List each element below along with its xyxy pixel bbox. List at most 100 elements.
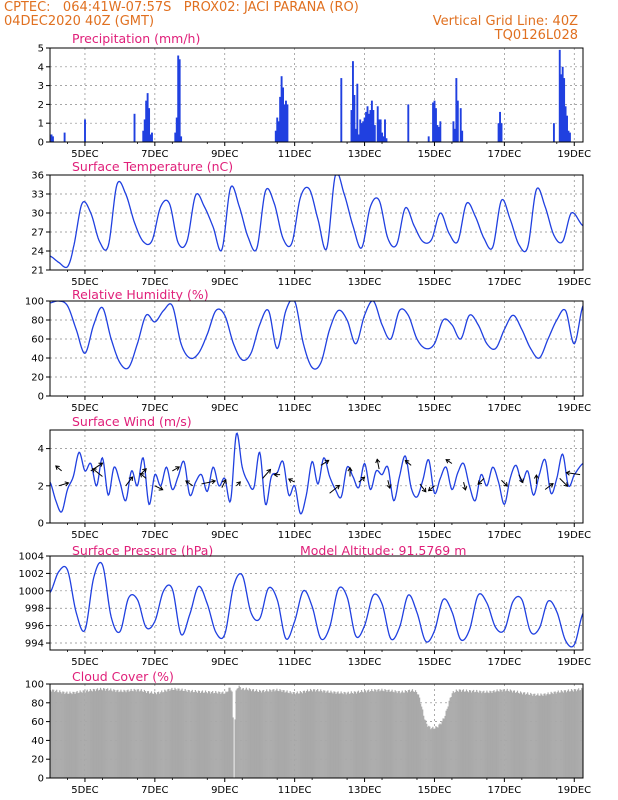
x-tick-label: 9DEC — [211, 277, 238, 288]
cloud-cover-bar — [271, 691, 273, 778]
cloud-cover-bar — [499, 689, 501, 778]
cloud-cover-bar — [55, 690, 57, 778]
cloud-cover-bar — [62, 691, 64, 778]
cloud-cover-bar — [554, 691, 556, 778]
x-tick-label: 17DEC — [487, 277, 521, 288]
cloud-cover-bar — [249, 689, 252, 778]
precipitation-bar — [143, 119, 146, 142]
x-tick-label: 11DEC — [278, 403, 312, 414]
cloud-cover-bar — [568, 691, 571, 778]
cloud-cover-bar — [553, 691, 555, 778]
cloud-cover-bar — [279, 689, 281, 778]
cloud-cover-bar — [532, 695, 534, 778]
cloud-cover-bar — [197, 690, 200, 778]
cloud-cover-bar — [238, 685, 240, 778]
cloud-cover-bar — [283, 690, 285, 778]
cloud-cover-bar — [142, 691, 144, 778]
precipitation-bar — [286, 104, 289, 142]
x-tick-label: 13DEC — [348, 785, 382, 796]
cloud-cover-bar — [500, 689, 502, 778]
cloud-cover-bar — [339, 693, 341, 778]
cloud-cover-bar — [383, 691, 385, 778]
wind-vector — [55, 465, 62, 472]
cloud-cover-bar — [96, 688, 99, 778]
cloud-cover-bar — [152, 693, 155, 778]
cloud-cover-bar — [398, 690, 400, 778]
cloud-cover-bar — [179, 690, 181, 778]
cloud-cover-bar — [205, 692, 208, 778]
cloud-cover-bar — [435, 726, 437, 778]
cloud-cover-bar — [397, 691, 399, 778]
cloud-cover-bar — [443, 718, 445, 778]
cloud-cover-bar — [448, 700, 450, 778]
cloud-cover-bar — [302, 690, 305, 778]
cloud-cover-bar — [148, 693, 151, 778]
cloud-cover-bar — [354, 691, 357, 778]
cloud-cover-bar — [555, 693, 557, 778]
cloud-cover-bar — [61, 693, 63, 778]
header-grid-note: Vertical Grid Line: 40Z — [432, 14, 578, 29]
cloud-cover-bar — [266, 689, 268, 778]
y-tick-label: 1 — [38, 119, 44, 130]
wind-vector-head — [91, 468, 97, 473]
cloud-cover-bar — [221, 692, 223, 778]
cloud-cover-bar — [75, 692, 77, 778]
cloud-cover-bar — [358, 692, 361, 778]
cloud-cover-bar — [577, 689, 579, 778]
precipitation-bar — [497, 123, 500, 142]
cloud-cover-bar — [382, 690, 384, 778]
cloud-cover-bar — [502, 689, 504, 778]
cloud-cover-bar — [315, 691, 317, 778]
cloud-cover-bar — [239, 687, 241, 778]
cloud-cover-bar — [290, 692, 292, 778]
cloud-cover-bar — [438, 724, 440, 778]
wind-vector — [358, 476, 365, 483]
cloud-cover-bar — [564, 690, 566, 778]
cloud-cover-bar — [513, 690, 516, 778]
cloud-cover-bar — [264, 692, 266, 778]
precipitation-bar — [455, 78, 458, 142]
cloud-cover-bar — [101, 690, 104, 778]
cloud-cover-bar — [579, 690, 581, 778]
cloud-cover-bar — [530, 692, 532, 778]
wind-vector-head — [142, 468, 147, 473]
y-tick-label: 1004 — [19, 552, 44, 563]
y-tick-label: 24 — [31, 247, 44, 258]
cloud-cover-bar — [523, 692, 525, 778]
cloud-cover-bar — [408, 689, 411, 778]
y-tick-label: 4 — [38, 444, 44, 455]
cloud-cover-bar — [320, 689, 322, 778]
header-station: CPTEC: 064:41W-07:57S PROX02: JACI PARAN… — [4, 0, 359, 15]
cloud-cover-bar — [287, 692, 289, 778]
cloud-cover-bar — [368, 689, 370, 778]
x-tick-label: 15DEC — [418, 403, 452, 414]
x-tick-label: 11DEC — [278, 785, 312, 796]
wind-vector-head — [421, 487, 427, 493]
wind-vector-head — [519, 478, 524, 484]
cloud-cover-bar — [93, 689, 96, 778]
cloud-cover-bar — [144, 691, 147, 778]
cloud-cover-bar — [491, 692, 493, 778]
wind-vector-head — [565, 470, 571, 476]
cloud-cover-bar — [540, 693, 542, 778]
cloud-cover-bar — [261, 692, 263, 778]
cloud-cover-bar — [521, 694, 524, 778]
cloud-cover-bar — [86, 689, 88, 778]
cloud-cover-bar — [248, 688, 250, 778]
cloud-cover-bar — [269, 689, 271, 778]
cloud-cover-bar — [161, 690, 163, 778]
cloud-cover-bar — [121, 691, 123, 778]
cloud-cover-bar — [235, 690, 237, 778]
y-tick-label: 36 — [31, 171, 44, 182]
cloud-cover-bar — [538, 695, 540, 778]
x-tick-label: 17DEC — [487, 403, 521, 414]
x-tick-label: 17DEC — [487, 149, 521, 160]
cloud-cover-bar — [183, 691, 185, 778]
cloud-cover-bar — [314, 689, 316, 778]
precipitation-bar — [352, 61, 354, 142]
cloud-cover-bar — [216, 692, 218, 778]
cloud-cover-bar — [450, 696, 452, 778]
cloud-cover-bar — [304, 692, 307, 778]
cloud-cover-bar — [433, 728, 435, 778]
x-tick-label: 13DEC — [348, 149, 382, 160]
